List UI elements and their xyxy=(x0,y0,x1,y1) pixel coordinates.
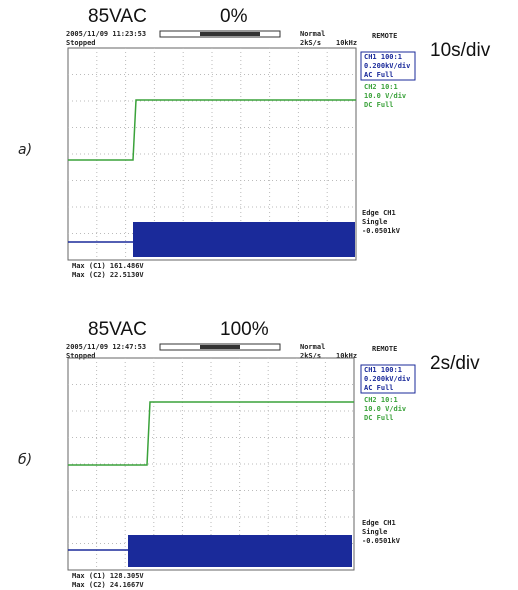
figure: а)85VAC0%10s/div2005/11/09 11:23:53Stopp… xyxy=(0,0,518,590)
status: Stopped xyxy=(66,39,96,47)
mode: Normal xyxy=(300,343,325,351)
measurement: Max (C2) 22.5130V xyxy=(72,271,144,279)
scope-panel: б) 85VAC 100% 2s/div 2005/11/09 12:47:53Stop… xyxy=(18,319,480,589)
trigger-setting: -0.0501kV xyxy=(362,227,401,235)
trigger-setting: Edge CH1 xyxy=(362,519,396,527)
timestamp: 2005/11/09 11:23:53 xyxy=(66,30,146,38)
measurement: Max (C2) 24.1667V xyxy=(72,581,144,589)
channel-setting: 0.200kV/div xyxy=(364,375,410,383)
channel-setting: CH1 100:1 xyxy=(364,366,402,374)
channel-setting: 10.0 V/div xyxy=(364,405,406,413)
scope-panel: а) 85VAC 0% 10s/div 2005/11/09 11:23:53Stopp… xyxy=(18,6,491,279)
sample-rate: 2kS/s xyxy=(300,352,321,360)
channel-setting: DC Full xyxy=(364,101,394,109)
timebase: 10s/div xyxy=(430,40,491,61)
voltage: 85VAC xyxy=(88,6,147,27)
panel-label: б) xyxy=(18,452,32,468)
trigger-setting: Single xyxy=(362,218,387,226)
sample-rate: 2kS/s xyxy=(300,39,321,47)
remote: REMOTE xyxy=(372,345,397,353)
channel-setting: CH2 10:1 xyxy=(364,83,398,91)
channel-setting: CH1 100:1 xyxy=(364,53,402,61)
record-window xyxy=(200,345,240,349)
channel-setting: CH2 10:1 xyxy=(364,396,398,404)
voltage: 85VAC xyxy=(88,319,147,340)
timebase: 2s/div xyxy=(430,353,480,374)
channel-setting: 0.200kV/div xyxy=(364,62,410,70)
ch1-trace xyxy=(128,535,352,567)
trigger-setting: Edge CH1 xyxy=(362,209,396,217)
mode: Normal xyxy=(300,30,325,38)
panel-label: а) xyxy=(18,142,32,158)
channel-setting: 10.0 V/div xyxy=(364,92,406,100)
timestamp: 2005/11/09 12:47:53 xyxy=(66,343,146,351)
record-window xyxy=(200,32,260,36)
remote: REMOTE xyxy=(372,32,397,40)
trigger-setting: -0.0501kV xyxy=(362,537,401,545)
load: 100% xyxy=(220,319,269,340)
measurement: Max (C1) 161.486V xyxy=(72,262,144,270)
load: 0% xyxy=(220,6,248,27)
channel-setting: AC Full xyxy=(364,384,394,392)
channel-setting: AC Full xyxy=(364,71,394,79)
ch1-trace xyxy=(133,222,355,257)
channel-setting: DC Full xyxy=(364,414,394,422)
status: Stopped xyxy=(66,352,96,360)
bandwidth: 10kHz xyxy=(336,39,357,47)
trigger-setting: Single xyxy=(362,528,387,536)
ch2-trace xyxy=(68,402,354,465)
measurement: Max (C1) 128.305V xyxy=(72,572,144,580)
